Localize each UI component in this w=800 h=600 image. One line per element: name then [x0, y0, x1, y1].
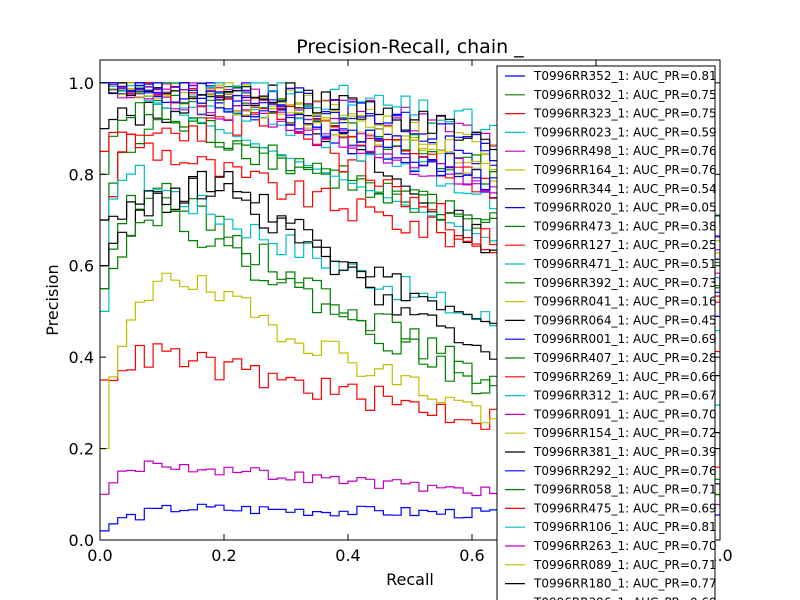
legend: T0996RR352_1: AUC_PR=0.81 T0996RR032_1: A… — [496, 65, 717, 600]
plot-frame — [99, 59, 721, 541]
legend-label: T0996RR381_1: AUC_PR=0.39 — [533, 445, 717, 459]
y-tick-label: 0.2 — [69, 440, 94, 459]
legend-label: T0996RR091_1: AUC_PR=0.70 — [533, 407, 717, 421]
legend-label: T0996RR001_1: AUC_PR=0.69 — [533, 332, 717, 346]
legend-label: T0996RR020_1: AUC_PR=0.05 — [533, 201, 717, 215]
legend-label: T0996RR475_1: AUC_PR=0.69 — [533, 501, 717, 515]
x-axis-label: Recall — [386, 570, 434, 589]
legend-label: T0996RR352_1: AUC_PR=0.81 — [533, 69, 717, 83]
tick-layer: 0.00.20.40.60.81.00.00.20.40.60.81.0 — [69, 60, 733, 565]
legend-label: T0996RR023_1: AUC_PR=0.59 — [533, 125, 717, 139]
x-tick-label: 0.0 — [87, 546, 112, 565]
legend-label: T0996RR089_1: AUC_PR=0.71 — [533, 558, 717, 572]
legend-label: T0996RR407_1: AUC_PR=0.28 — [533, 351, 717, 365]
legend-label: T0996RR106_1: AUC_PR=0.81 — [533, 520, 717, 534]
legend-label: T0996RR344_1: AUC_PR=0.54 — [533, 182, 717, 196]
x-tick-label: 0.4 — [335, 546, 360, 565]
legend-label: T0996RR396_1: AUC_PR=0.69 — [533, 595, 717, 600]
y-tick-label: 1.0 — [69, 74, 94, 93]
legend-label: T0996RR064_1: AUC_PR=0.45 — [533, 313, 717, 327]
y-tick-label: 0.0 — [69, 531, 94, 550]
legend-label: T0996RR473_1: AUC_PR=0.38 — [533, 219, 717, 233]
legend-label: T0996RR323_1: AUC_PR=0.75 — [533, 107, 717, 121]
legend-label: T0996RR058_1: AUC_PR=0.71 — [533, 483, 717, 497]
y-axis-label: Precision — [43, 264, 62, 335]
legend-label: T0996RR292_1: AUC_PR=0.76 — [533, 464, 717, 478]
legend-box — [496, 65, 716, 600]
y-tick-label: 0.8 — [69, 165, 94, 184]
legend-label: T0996RR041_1: AUC_PR=0.16 — [533, 295, 717, 309]
legend-label: T0996RR498_1: AUC_PR=0.76 — [533, 144, 717, 158]
y-tick-label: 0.4 — [69, 348, 94, 367]
legend-label: T0996RR180_1: AUC_PR=0.77 — [533, 577, 717, 591]
x-tick-label: 0.6 — [459, 546, 484, 565]
legend-label: T0996RR471_1: AUC_PR=0.51 — [533, 257, 717, 271]
legend-label: T0996RR312_1: AUC_PR=0.67 — [533, 389, 717, 403]
legend-label: T0996RR164_1: AUC_PR=0.76 — [533, 163, 717, 177]
legend-label: T0996RR269_1: AUC_PR=0.66 — [533, 370, 717, 384]
legend-label: T0996RR154_1: AUC_PR=0.72 — [533, 426, 717, 440]
legend-label: T0996RR263_1: AUC_PR=0.70 — [533, 539, 717, 553]
legend-label: T0996RR032_1: AUC_PR=0.75 — [533, 88, 717, 102]
legend-label: T0996RR127_1: AUC_PR=0.25 — [533, 238, 717, 252]
legend-label: T0996RR392_1: AUC_PR=0.73 — [533, 276, 717, 290]
chart-title: Precision-Recall, chain _ — [296, 36, 524, 58]
x-tick-label: 0.2 — [211, 546, 236, 565]
y-tick-label: 0.6 — [69, 257, 94, 276]
